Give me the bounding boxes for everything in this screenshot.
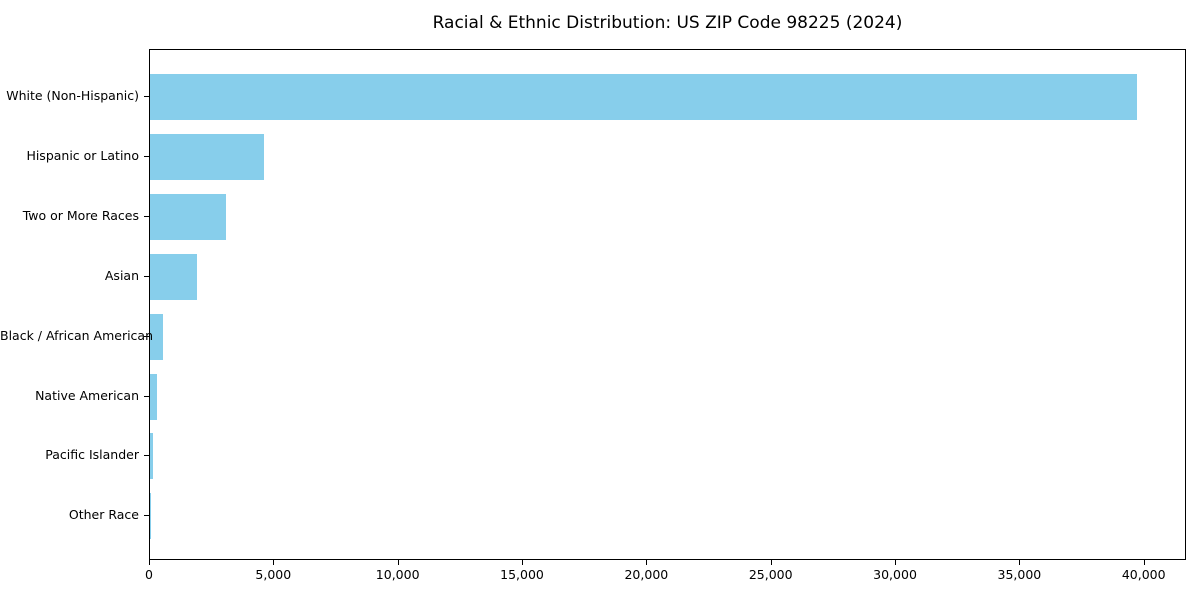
y-tick-mark xyxy=(144,515,149,517)
bar-black-african-american xyxy=(150,313,164,360)
x-tick-mark xyxy=(646,560,648,565)
y-tick-mark xyxy=(144,215,149,217)
y-tick-mark xyxy=(144,155,149,157)
x-tick-mark xyxy=(895,560,897,565)
x-tick-mark xyxy=(397,560,399,565)
y-tick-label: Asian xyxy=(104,267,139,283)
y-tick-label: Pacific Islander xyxy=(45,447,139,463)
y-tick-label: Black / African American xyxy=(0,327,154,343)
chart-title: Racial & Ethnic Distribution: US ZIP Cod… xyxy=(432,13,903,33)
x-tick-mark xyxy=(149,560,150,565)
bar-other-race xyxy=(150,493,151,540)
x-tick-mark xyxy=(770,560,772,565)
y-tick-mark xyxy=(144,335,149,337)
bar-native-american xyxy=(150,373,157,420)
x-tick-label: 40,000 xyxy=(1121,567,1166,582)
x-tick-mark xyxy=(273,560,275,565)
bar-white-non-hispanic xyxy=(150,74,1138,120)
bar-hispanic-or-latino xyxy=(150,133,265,180)
y-tick-mark xyxy=(144,275,149,277)
x-tick-label: 30,000 xyxy=(873,567,917,582)
y-tick-mark xyxy=(144,455,149,457)
x-tick-label: 5,000 xyxy=(255,567,292,582)
x-tick-label: 15,000 xyxy=(500,567,544,582)
x-tick-mark xyxy=(1019,560,1021,565)
bar-asian xyxy=(150,253,198,300)
bar-two-or-more-races xyxy=(150,193,226,240)
x-tick-label: 10,000 xyxy=(375,567,420,582)
plot-area xyxy=(149,49,1186,560)
y-tick-label: White (Non-Hispanic) xyxy=(6,88,139,103)
y-tick-label: Native American xyxy=(35,387,139,403)
x-tick-label: 0 xyxy=(145,567,153,582)
x-tick-label: 20,000 xyxy=(624,567,669,582)
y-tick-label: Hispanic or Latino xyxy=(26,147,139,163)
x-tick-label: 35,000 xyxy=(997,567,1042,582)
y-tick-label: Other Race xyxy=(68,507,139,523)
x-tick-mark xyxy=(1143,560,1145,565)
x-tick-label: 25,000 xyxy=(748,567,793,582)
y-tick-mark xyxy=(144,96,149,97)
y-tick-label: Two or More Races xyxy=(22,207,139,223)
bar-pacific-islander xyxy=(150,433,154,480)
y-tick-mark xyxy=(144,395,149,397)
x-tick-mark xyxy=(522,560,524,565)
